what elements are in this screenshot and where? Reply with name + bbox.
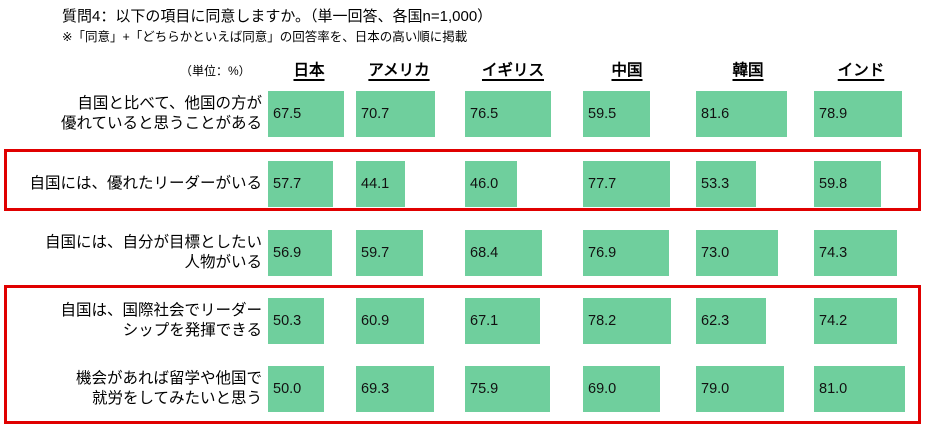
highlight-box (4, 285, 921, 424)
row-label-line: 自国と比べて、他国の方が (77, 95, 262, 112)
row-label-line: 自国には、自分が目標としたい (44, 234, 262, 251)
chart-note: ※「同意」+「どちらかといえば同意」の回答率を、日本の高い順に掲載 (62, 30, 468, 44)
bar-value-label: 57.7 (273, 176, 302, 192)
bar-value-label: 50.3 (273, 313, 302, 329)
value-bar: 75.9 (465, 366, 550, 412)
row-label-line: 就労をしてみたいと思う (91, 390, 262, 407)
bar-value-label: 79.0 (701, 381, 730, 397)
bar-value-label: 68.4 (470, 245, 499, 261)
country-header: 日本 (293, 62, 325, 79)
row-label: 自国には、自分が目標としたい人物がいる (0, 230, 262, 276)
chart-title: 質問4：以下の項目に同意しますか。（単一回答、各国n=1,000） (62, 8, 493, 25)
row-label-line: 人物がいる (184, 254, 262, 271)
country-header: インド (837, 62, 885, 79)
bar-value-label: 76.9 (588, 245, 617, 261)
bar-value-label: 74.2 (819, 313, 848, 329)
bar-value-label: 78.2 (588, 313, 617, 329)
value-bar: 53.3 (696, 161, 756, 207)
value-bar: 70.7 (356, 91, 435, 137)
value-bar: 59.5 (583, 91, 650, 137)
bar-value-label: 56.9 (273, 245, 302, 261)
value-bar: 59.7 (356, 230, 423, 276)
bar-value-label: 46.0 (470, 176, 499, 192)
bar-value-label: 60.9 (361, 313, 390, 329)
bar-value-label: 50.0 (273, 381, 302, 397)
bar-value-label: 76.5 (470, 106, 499, 122)
row-label-line: 自国は、国際社会でリーダー (60, 302, 262, 319)
value-bar: 59.8 (814, 161, 881, 207)
row-label-line: 優れていると思うことがある (60, 115, 262, 132)
row-label-line: 自国には、優れたリーダーがいる (29, 175, 262, 192)
bar-value-label: 59.8 (819, 176, 848, 192)
value-bar: 56.9 (268, 230, 332, 276)
country-header: 韓国 (732, 62, 764, 79)
country-header: 中国 (611, 62, 643, 79)
bar-value-label: 78.9 (819, 106, 848, 122)
bar-value-label: 59.7 (361, 245, 390, 261)
value-bar: 67.5 (268, 91, 344, 137)
value-bar: 81.0 (814, 366, 905, 412)
value-bar: 78.9 (814, 91, 902, 137)
country-header: イギリス (481, 62, 544, 79)
highlight-box (4, 149, 921, 211)
value-bar: 78.2 (583, 298, 671, 344)
value-bar: 50.0 (268, 366, 324, 412)
value-bar: 79.0 (696, 366, 784, 412)
bar-value-label: 69.0 (588, 381, 617, 397)
bar-value-label: 59.5 (588, 106, 617, 122)
row-label: 自国と比べて、他国の方が優れていると思うことがある (0, 91, 262, 137)
bar-value-label: 67.5 (273, 106, 302, 122)
bar-value-label: 77.7 (588, 176, 617, 192)
bar-value-label: 67.1 (470, 313, 499, 329)
row-label: 機会があれば留学や他国で就労をしてみたいと思う (0, 366, 262, 412)
bar-value-label: 44.1 (361, 176, 390, 192)
value-bar: 76.5 (465, 91, 551, 137)
value-bar: 60.9 (356, 298, 424, 344)
bar-value-label: 69.3 (361, 381, 390, 397)
row-label: 自国は、国際社会でリーダーシップを発揮できる (0, 298, 262, 344)
value-bar: 76.9 (583, 230, 669, 276)
bar-value-label: 81.0 (819, 381, 848, 397)
bar-value-label: 53.3 (701, 176, 730, 192)
value-bar: 62.3 (696, 298, 766, 344)
bar-value-label: 75.9 (470, 381, 499, 397)
value-bar: 46.0 (465, 161, 517, 207)
bar-value-label: 62.3 (701, 313, 730, 329)
value-bar: 74.2 (814, 298, 897, 344)
bar-value-label: 70.7 (361, 106, 390, 122)
value-bar: 73.0 (696, 230, 778, 276)
value-bar: 69.3 (356, 366, 434, 412)
bar-value-label: 81.6 (701, 106, 730, 122)
value-bar: 67.1 (465, 298, 540, 344)
value-bar: 81.6 (696, 91, 787, 137)
value-bar: 77.7 (583, 161, 670, 207)
value-bar: 50.3 (268, 298, 324, 344)
unit-label: （単位：%） (180, 64, 251, 78)
value-bar: 57.7 (268, 161, 333, 207)
row-label-line: シップを発揮できる (122, 322, 262, 339)
row-label: 自国には、優れたリーダーがいる (0, 161, 262, 207)
value-bar: 68.4 (465, 230, 542, 276)
row-label-line: 機会があれば留学や他国で (75, 370, 262, 387)
value-bar: 74.3 (814, 230, 897, 276)
bar-value-label: 73.0 (701, 245, 730, 261)
value-bar: 69.0 (583, 366, 660, 412)
country-header: アメリカ (368, 62, 430, 79)
value-bar: 44.1 (356, 161, 405, 207)
bar-value-label: 74.3 (819, 245, 848, 261)
